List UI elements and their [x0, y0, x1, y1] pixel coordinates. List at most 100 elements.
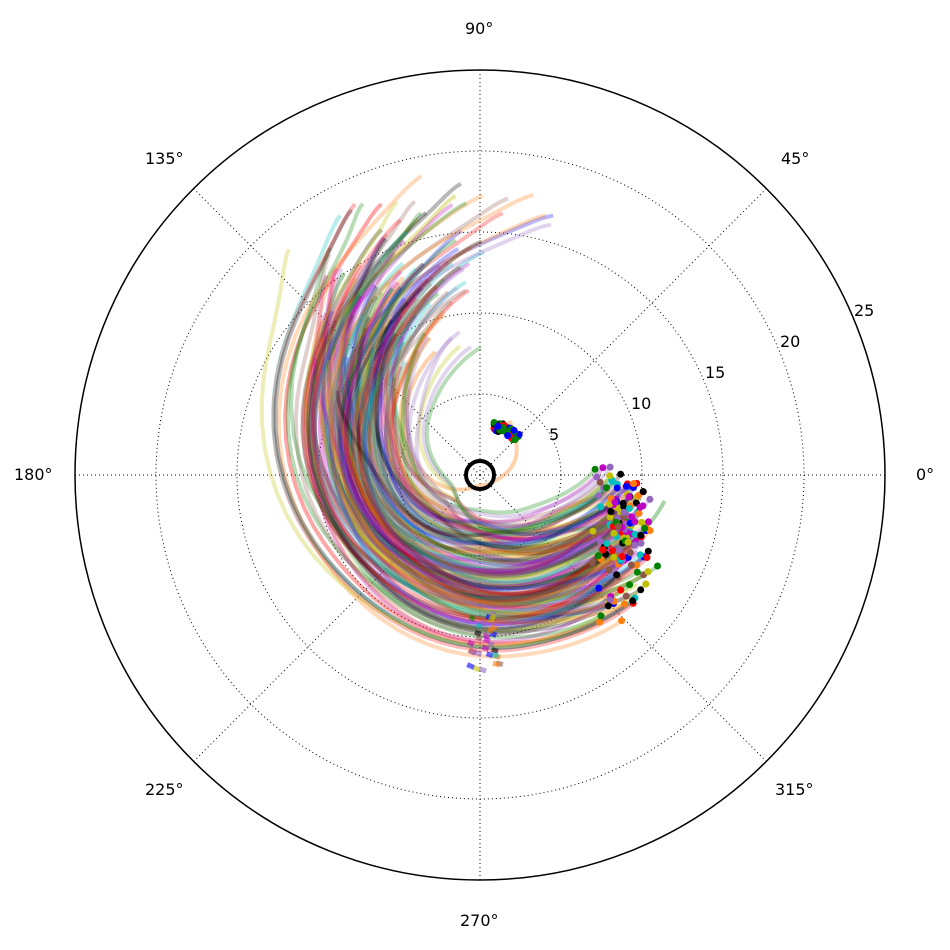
track-line-18 [378, 341, 618, 541]
track-line-21 [344, 213, 615, 618]
endpoint-marker-127 [624, 538, 632, 546]
endpoint-marker-120 [606, 472, 614, 480]
track-line-114 [326, 360, 644, 582]
track-line-124 [301, 218, 649, 624]
endpoint-marker-139 [614, 523, 622, 530]
track-line-66 [271, 214, 637, 650]
endpoint-marker-149 [618, 553, 626, 561]
track-line-88 [388, 335, 615, 542]
axis-layer [74, 69, 886, 881]
track-line-147 [328, 192, 626, 625]
track-line-47 [350, 286, 608, 604]
track-line-42 [386, 334, 639, 545]
track-line-126 [424, 345, 617, 537]
endpoint-marker-140 [639, 488, 647, 495]
track-line-2 [346, 276, 638, 605]
track-line-31 [337, 271, 645, 565]
track-line-28 [377, 353, 638, 539]
series-line-10 [283, 202, 626, 647]
endpoint-marker-107 [627, 561, 635, 569]
endpoint-marker-122 [597, 612, 605, 620]
segment-marker-26 [487, 640, 495, 648]
series-layer [259, 174, 667, 659]
series-line-6 [365, 302, 608, 567]
endpoint-marker-110 [637, 539, 645, 547]
track-line-93 [307, 203, 613, 644]
track-line-61 [338, 314, 619, 598]
r-tick-label-20: 20 [780, 332, 800, 351]
track-line-91 [344, 213, 616, 616]
track-line-11 [356, 262, 635, 574]
track-line-101 [360, 285, 631, 553]
track-line-6 [340, 315, 622, 575]
r-gridline-5 [398, 393, 562, 557]
series-line-0 [397, 336, 633, 541]
series-line-7 [319, 194, 638, 617]
series-line-3 [367, 277, 628, 556]
track-line-146 [333, 314, 626, 578]
track-line-119 [340, 211, 622, 609]
track-line-22 [404, 349, 602, 525]
endpoint-marker-137 [636, 503, 644, 511]
track-line-131 [356, 297, 605, 598]
endpoint-marker-40 [644, 547, 652, 555]
endpoint-marker-142 [626, 549, 634, 557]
r-gridline-15 [236, 231, 724, 719]
segment-marker-25 [491, 651, 500, 659]
endpoint-marker-138 [636, 551, 644, 559]
track-line-133 [289, 202, 659, 620]
endpoint-marker-123 [641, 524, 649, 532]
track-line-97 [315, 320, 636, 579]
track-line-37 [306, 267, 626, 627]
track-line-17 [361, 264, 632, 564]
track-line-73 [384, 290, 618, 549]
theta-tick-label-0: 0° [916, 465, 934, 484]
endpoint-marker-119 [617, 586, 625, 594]
track-line-145 [325, 261, 623, 622]
theta-tick-label-315: 315° [775, 780, 814, 799]
track-line-108 [259, 248, 648, 649]
endpoint-marker-77 [644, 568, 652, 576]
track-line-59 [370, 267, 626, 564]
endpoint-marker-146 [620, 508, 628, 516]
track-line-94 [273, 208, 634, 650]
track-line-9 [304, 274, 628, 626]
track-line-67 [353, 260, 637, 576]
r-tick-label-25: 25 [854, 301, 874, 320]
track-line-13 [360, 276, 620, 571]
tick-labels: 0° 45° 90° 135° 180° 225° 270° 315° 5 10… [14, 19, 934, 930]
track-line-102 [343, 356, 629, 546]
endpoint-marker-130 [611, 498, 619, 506]
track-line-84 [389, 313, 641, 555]
segment-marker-9 [482, 632, 491, 640]
track-line-103 [361, 291, 600, 599]
segment-marker-14 [490, 624, 498, 632]
endpoint-marker-79 [610, 553, 618, 561]
track-line-132 [368, 347, 603, 549]
track-line-71 [352, 287, 613, 595]
segment-marker-20 [487, 616, 495, 623]
endpoint-marker-39 [646, 495, 654, 503]
r-gridline-20 [155, 150, 805, 800]
track-line-5 [355, 283, 603, 605]
track-line-78 [402, 362, 599, 519]
track-line-27 [341, 337, 620, 557]
track-line-53 [366, 278, 629, 563]
endpoint-marker-132 [597, 503, 605, 511]
series-line-8 [391, 340, 610, 533]
track-line-137 [344, 270, 642, 574]
endpoint-marker-2 [633, 561, 640, 569]
endpoint-marker-103 [594, 552, 602, 560]
track-line-19 [327, 320, 625, 601]
track-line-56 [407, 330, 629, 544]
track-line-104 [355, 327, 613, 563]
track-line-44 [357, 346, 631, 574]
track-line-82 [341, 247, 622, 599]
track-line-86 [319, 337, 652, 597]
endpoint-marker-148 [603, 484, 610, 492]
endpoint-marker-100 [645, 518, 652, 526]
track-line-79 [324, 278, 616, 614]
endpoint-marker-147 [621, 600, 628, 608]
inner-marker-43 [494, 422, 502, 430]
theta-tick-label-90: 90° [465, 19, 493, 38]
